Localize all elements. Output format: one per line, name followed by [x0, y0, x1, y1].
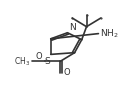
Text: NH$_2$: NH$_2$: [100, 27, 118, 40]
Text: S: S: [44, 57, 50, 66]
Text: CH$_3$: CH$_3$: [14, 55, 31, 68]
Text: O: O: [36, 52, 42, 61]
Text: O: O: [63, 68, 70, 77]
Text: N: N: [69, 23, 75, 32]
